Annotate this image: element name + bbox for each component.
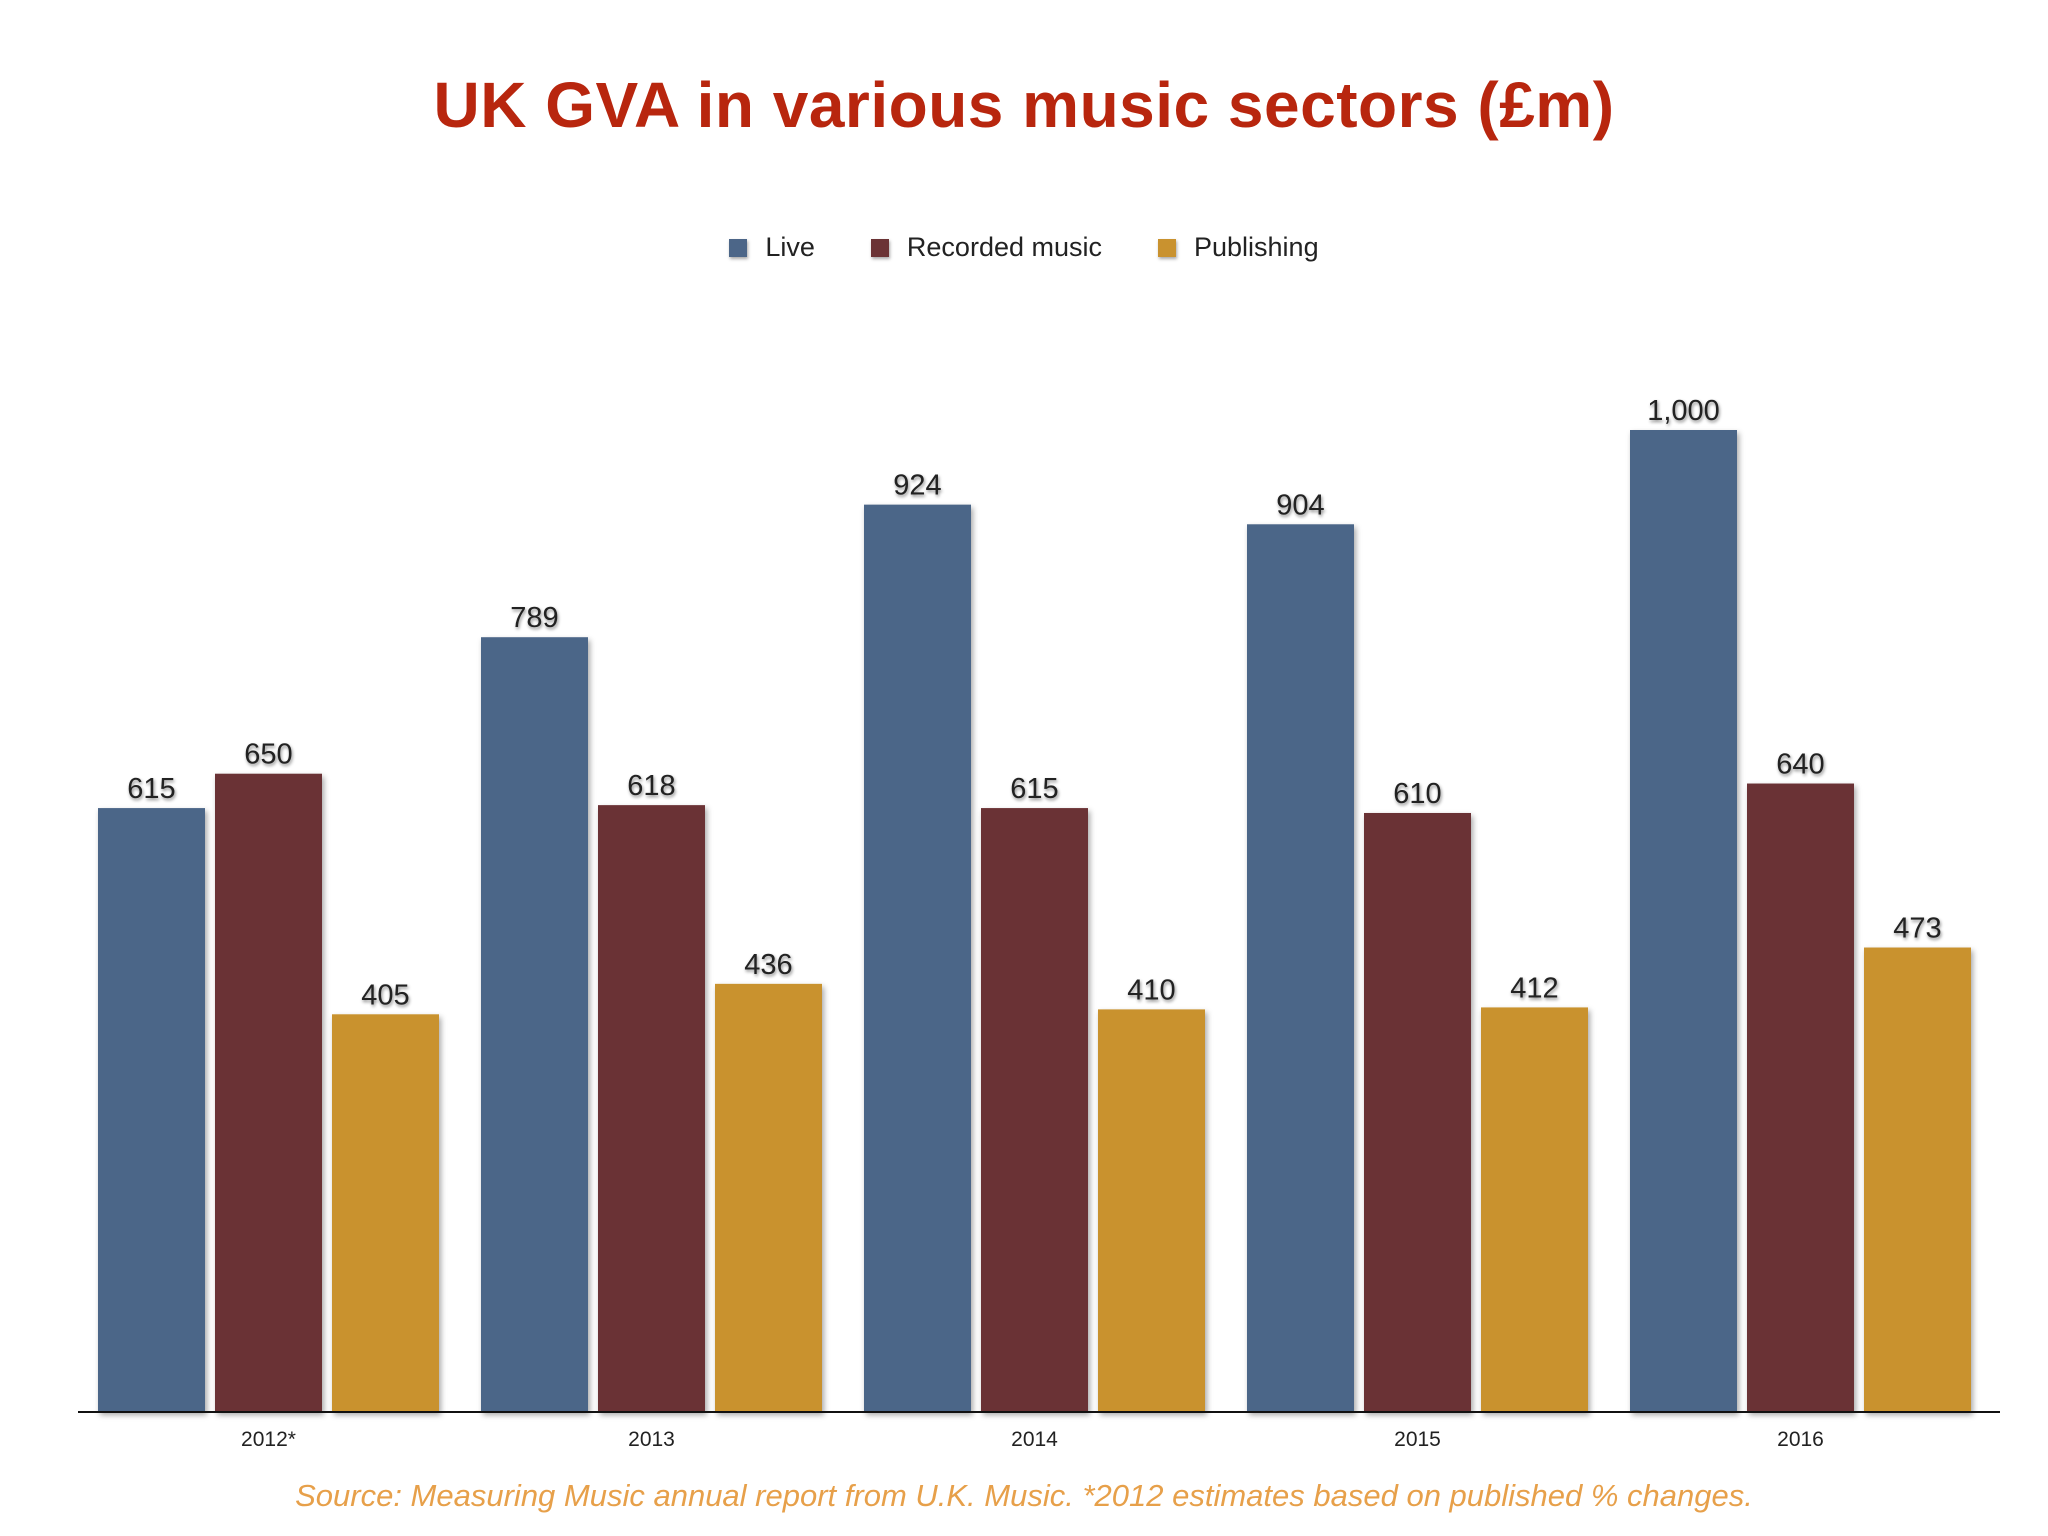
legend-item-recorded-music: Recorded music (870, 232, 1102, 263)
bar-live-2013 (481, 637, 588, 1412)
bar-live-2016 (1630, 430, 1737, 1412)
x-tick-label-2013: 2013 (628, 1428, 675, 1451)
bar-live-2015 (1247, 524, 1354, 1412)
legend-swatch-recorded-music (870, 238, 889, 257)
x-tick-label-2016: 2016 (1777, 1428, 1824, 1451)
x-tick-label-2014: 2014 (1011, 1428, 1058, 1451)
data-label-publishing-2014: 410 (1127, 974, 1175, 1006)
bar-publishing-2015 (1481, 1007, 1588, 1412)
x-tick-labels: 2012* 2013 2014 2015 2016 (241, 1428, 1824, 1451)
data-label-recorded-music-2016: 640 (1776, 749, 1824, 781)
bar-live-2014 (864, 504, 971, 1413)
legend-label-live: Live (765, 232, 815, 262)
data-label-live-2014: 924 (893, 470, 941, 502)
source-note: Source: Measuring Music annual report fr… (295, 1478, 1753, 1513)
bars-layer (98, 430, 1971, 1413)
bar-publishing-2016 (1864, 947, 1971, 1412)
bar-recorded-music-2014 (981, 808, 1088, 1412)
bar-recorded-music-2012 (215, 773, 322, 1412)
legend-item-publishing: Publishing (1158, 232, 1319, 263)
data-label-recorded-music-2012: 650 (244, 739, 292, 771)
data-label-publishing-2015: 412 (1510, 972, 1558, 1004)
data-label-publishing-2013: 436 (744, 949, 792, 981)
legend-swatch-publishing (1158, 238, 1176, 257)
data-label-publishing-2012: 405 (361, 979, 409, 1011)
bar-publishing-2013 (715, 983, 822, 1412)
data-label-recorded-music-2014: 615 (1010, 773, 1058, 805)
bar-publishing-2014 (1098, 1009, 1205, 1412)
x-tick-label-2012: 2012* (241, 1428, 296, 1451)
data-label-recorded-music-2015: 610 (1393, 778, 1441, 810)
data-label-live-2016: 1,000 (1647, 395, 1720, 427)
bar-recorded-music-2015 (1364, 812, 1471, 1412)
bar-publishing-2012 (332, 1014, 439, 1412)
bar-recorded-music-2016 (1747, 783, 1854, 1412)
data-label-live-2013: 789 (510, 602, 558, 634)
legend-swatch-live (729, 238, 748, 257)
legend: Live Recorded music Publishing (0, 232, 2048, 263)
chart-title: UK GVA in various music sectors (£m) (433, 69, 1615, 141)
legend-label-publishing: Publishing (1194, 232, 1319, 262)
data-label-live-2012: 615 (127, 773, 175, 805)
legend-label-recorded-music: Recorded music (906, 232, 1102, 262)
data-label-live-2015: 904 (1276, 489, 1324, 521)
data-label-recorded-music-2013: 618 (627, 770, 675, 802)
data-label-publishing-2016: 473 (1893, 913, 1941, 945)
bar-recorded-music-2013 (598, 805, 705, 1412)
x-tick-label-2015: 2015 (1394, 1428, 1441, 1451)
labels-layer: 615 650 405 789 618 436 924 615 410 904 610 412 1,00… (127, 395, 1941, 1011)
bar-live-2012 (98, 808, 205, 1412)
legend-item-live: Live (729, 232, 815, 263)
